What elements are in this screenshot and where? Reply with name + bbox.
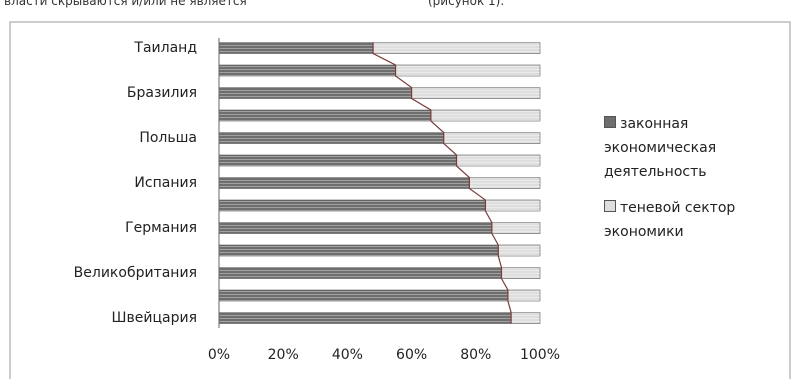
bar-texture bbox=[219, 267, 502, 279]
bar-texture bbox=[373, 42, 540, 54]
bar-texture bbox=[219, 155, 457, 166]
bar-texture bbox=[498, 245, 540, 256]
bar-texture bbox=[491, 222, 540, 234]
y-tick-label: Таиланд bbox=[133, 40, 197, 56]
x-tick-label: 80% bbox=[460, 347, 491, 363]
series-line bbox=[372, 42, 512, 324]
bar-texture bbox=[430, 110, 540, 121]
bar-texture bbox=[219, 42, 374, 54]
header-text: власти скрываются и/или не является bbox=[4, 0, 247, 8]
bar-texture bbox=[219, 132, 444, 144]
bar-texture bbox=[219, 222, 492, 234]
bar-texture bbox=[219, 245, 499, 256]
legend-label: законная экономическая деятельность bbox=[604, 116, 717, 180]
y-tick-label: Германия bbox=[125, 220, 197, 236]
legend-swatch bbox=[604, 116, 616, 128]
bar-texture bbox=[219, 87, 412, 99]
y-tick-label: Бразилия bbox=[127, 85, 197, 101]
x-tick-label: 20% bbox=[268, 347, 299, 363]
bar-texture bbox=[485, 200, 540, 211]
legend-item: теневой сектор экономики bbox=[604, 196, 789, 244]
x-tick-label: 40% bbox=[332, 347, 363, 363]
bar-texture bbox=[511, 312, 540, 324]
legend-label: теневой сектор экономики bbox=[604, 200, 736, 240]
bar-texture bbox=[469, 177, 540, 189]
bar-texture bbox=[219, 200, 486, 211]
legend: законная экономическая деятельность тенев… bbox=[604, 112, 789, 244]
legend-swatch bbox=[604, 200, 616, 212]
x-tick-label: 60% bbox=[396, 347, 427, 363]
bar-texture bbox=[219, 110, 431, 121]
legend-item: законная экономическая деятельность bbox=[604, 112, 789, 184]
bar-texture bbox=[443, 132, 540, 144]
bar-texture bbox=[456, 155, 540, 166]
y-tick-label: Швейцария bbox=[112, 310, 197, 326]
y-tick-label: Польша bbox=[139, 130, 197, 146]
bar-texture bbox=[507, 290, 540, 301]
bar-texture bbox=[219, 312, 512, 324]
bar-texture bbox=[395, 65, 540, 76]
bar-texture bbox=[219, 290, 508, 301]
chart-border bbox=[9, 21, 791, 379]
x-tick-label: 100% bbox=[520, 347, 560, 363]
y-tick-label: Великобритания bbox=[74, 265, 197, 281]
bar-texture bbox=[219, 65, 396, 76]
header-text: (рисунок 1). bbox=[428, 0, 505, 8]
bar-texture bbox=[219, 177, 470, 189]
bar-texture bbox=[411, 87, 540, 99]
bar-texture bbox=[501, 267, 540, 279]
x-tick-label: 0% bbox=[208, 347, 230, 363]
y-tick-label: Испания bbox=[134, 175, 197, 191]
